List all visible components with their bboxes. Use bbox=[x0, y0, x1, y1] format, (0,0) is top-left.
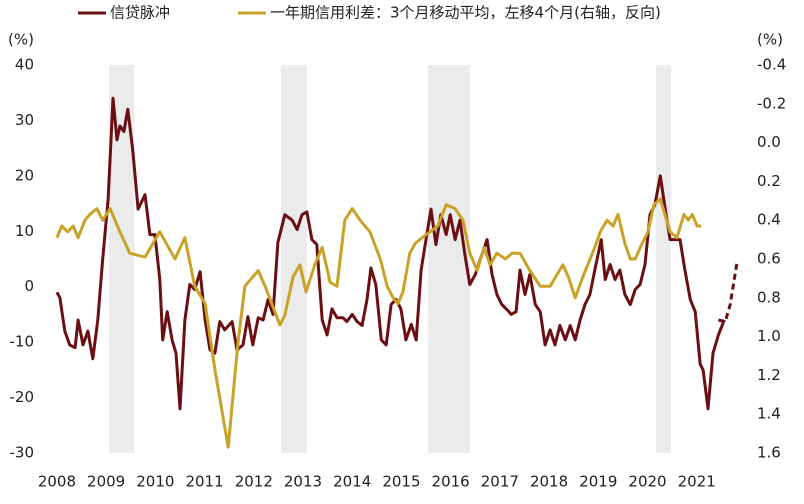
series-line bbox=[55, 197, 702, 449]
y2-tick-label: -0.2 bbox=[757, 94, 786, 112]
x-tick-label: 2015 bbox=[382, 473, 420, 491]
x-tick-label: 2021 bbox=[678, 473, 716, 491]
y-tick-label: 20 bbox=[15, 166, 34, 184]
y2-tick-label: 1.2 bbox=[757, 366, 781, 384]
y-tick-label: 30 bbox=[15, 111, 34, 129]
x-tick-label: 2018 bbox=[530, 473, 568, 491]
y2-tick-label: 0.8 bbox=[757, 288, 781, 306]
y2-tick-label: 1.6 bbox=[757, 444, 781, 462]
x-tick-label: 2019 bbox=[579, 473, 617, 491]
y2-tick-label: 1.0 bbox=[757, 327, 781, 345]
y-tick-label: -10 bbox=[10, 333, 35, 351]
shaded-period bbox=[280, 65, 307, 453]
y-tick-label: 40 bbox=[15, 56, 34, 74]
x-tick-label: 2008 bbox=[38, 473, 76, 491]
y2-axis-label: (%) bbox=[757, 31, 783, 49]
x-tick-label: 2017 bbox=[481, 473, 519, 491]
y-tick-label: 0 bbox=[24, 277, 34, 295]
y2-tick-label: 0.2 bbox=[757, 172, 781, 190]
x-tick-label: 2016 bbox=[432, 473, 470, 491]
forecast-line bbox=[718, 261, 739, 324]
y2-tick-label: -0.4 bbox=[757, 56, 786, 74]
x-tick-label: 2012 bbox=[235, 473, 273, 491]
x-tick-label: 2020 bbox=[628, 473, 666, 491]
x-tick-label: 2011 bbox=[185, 473, 223, 491]
x-tick-label: 2014 bbox=[333, 473, 371, 491]
y-axis-label: (%) bbox=[8, 31, 34, 49]
y2-tick-label: 0.4 bbox=[757, 211, 781, 229]
legend-label: 信贷脉冲 bbox=[110, 4, 170, 22]
y2-tick-label: 0.6 bbox=[757, 250, 781, 268]
legend-label: 一年期信用利差：3个月移动平均，左移4个月(右轴，反向) bbox=[270, 4, 661, 22]
y2-tick-label: 0.0 bbox=[757, 133, 781, 151]
series-line bbox=[55, 96, 726, 411]
shaded-period bbox=[655, 65, 672, 453]
shaded-period bbox=[428, 65, 470, 453]
y-tick-label: -20 bbox=[10, 388, 35, 406]
y-tick-label: -30 bbox=[10, 444, 35, 462]
y-tick-label: 10 bbox=[15, 222, 34, 240]
y2-tick-label: 1.4 bbox=[757, 405, 781, 423]
x-tick-label: 2010 bbox=[136, 473, 174, 491]
x-tick-label: 2013 bbox=[284, 473, 322, 491]
x-tick-label: 2009 bbox=[87, 473, 125, 491]
